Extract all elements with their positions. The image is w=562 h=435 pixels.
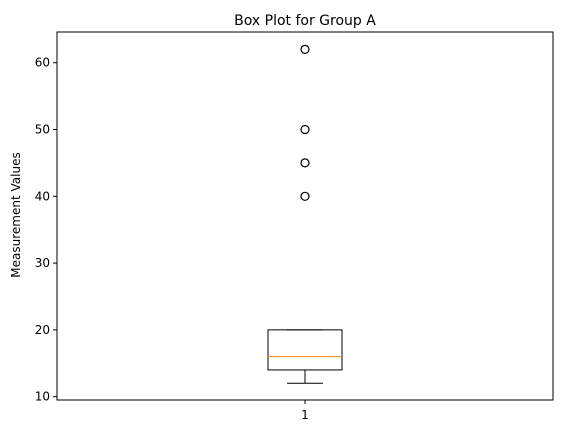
y-tick-label: 40 [35, 189, 50, 203]
iqr-box [267, 329, 343, 371]
y-axis-label: Measurement Values [9, 152, 23, 277]
chart-title: Box Plot for Group A [234, 13, 376, 29]
y-tick-label: 50 [35, 123, 50, 137]
y-tick-label: 20 [35, 323, 50, 337]
y-tick-label: 10 [35, 390, 50, 404]
outlier-point [300, 158, 310, 168]
plot-frame [56, 31, 554, 401]
outlier-point [300, 191, 310, 201]
x-tick-label: 1 [301, 408, 309, 422]
outlier-point [300, 124, 310, 135]
y-tick-label: 30 [35, 256, 50, 270]
y-tick-label: 60 [35, 56, 50, 70]
outlier-point [300, 44, 310, 54]
plot-area: 10 20 30 40 50 60 1 [35, 44, 343, 422]
